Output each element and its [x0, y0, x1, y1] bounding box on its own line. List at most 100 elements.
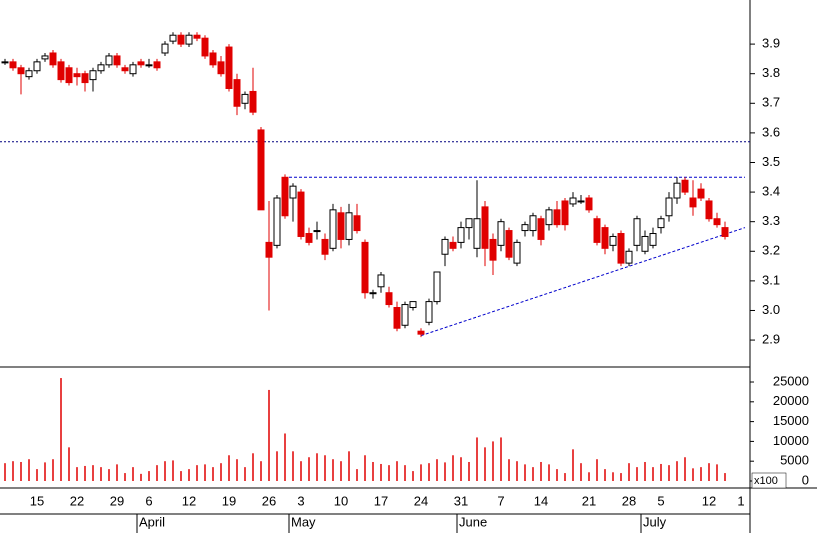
volume-bar [388, 465, 390, 481]
volume-bar [644, 461, 646, 481]
candle-body [441, 238, 449, 255]
candle-body [393, 307, 401, 329]
volume-bar [332, 459, 334, 481]
candle-body [609, 235, 617, 246]
volume-bar [20, 461, 22, 481]
volume-bar [12, 461, 14, 481]
x-tick-label: 29 [110, 493, 124, 508]
candle-body [145, 64, 153, 67]
candle-body [665, 197, 673, 217]
candle-body [49, 52, 57, 66]
volume-bar [52, 459, 54, 481]
unit-label: x100 [754, 475, 778, 487]
y-tick-label: 15000 [773, 413, 809, 428]
volume-bar [284, 433, 286, 481]
volume-bar [204, 464, 206, 481]
candle-body [25, 70, 33, 78]
volume-bar [716, 464, 718, 481]
volume-bar [268, 389, 270, 481]
candle-body [697, 188, 705, 199]
volume-bar [4, 463, 6, 481]
x-tick-label: 19 [222, 493, 236, 508]
volume-bar [620, 473, 622, 481]
candle-body [721, 227, 729, 237]
volume-bar [700, 467, 702, 481]
candle-body [81, 73, 89, 84]
volume-bar [476, 437, 478, 481]
volume-bar [348, 451, 350, 481]
y-tick-label: 3.5 [762, 154, 780, 169]
month-label: April [139, 514, 165, 529]
x-tick-label: 28 [622, 493, 636, 508]
candle-body [553, 209, 561, 226]
x-tick-label: 21 [582, 493, 596, 508]
volume-bar [108, 469, 110, 481]
candle-body [673, 182, 681, 199]
volume-bar [596, 459, 598, 481]
candle-body [433, 271, 441, 303]
volume-bar [76, 467, 78, 481]
candle-body [161, 43, 169, 54]
candle-body [185, 34, 193, 45]
x-tick-label: 22 [70, 493, 84, 508]
candle-body [369, 292, 377, 295]
candle-body [489, 238, 497, 261]
candle-body [449, 241, 457, 249]
volume-bar [396, 461, 398, 481]
volume-bar [444, 462, 446, 481]
candle-body [617, 233, 625, 264]
candle-body [65, 67, 73, 84]
candle-body [273, 197, 281, 246]
y-tick-label: 3.0 [762, 302, 780, 317]
volume-bar [244, 467, 246, 481]
volume-bar [220, 463, 222, 481]
candle-body [41, 55, 49, 60]
candle-body [705, 200, 713, 220]
volume-bar [292, 451, 294, 481]
candle-body [193, 34, 201, 39]
y-tick-label: 5000 [780, 453, 809, 468]
volume-bar [660, 463, 662, 481]
y-tick-label: 3.9 [762, 36, 780, 51]
volume-bar [484, 447, 486, 481]
x-tick-label: 7 [497, 493, 504, 508]
volume-bar [36, 469, 38, 481]
volume-bar [156, 465, 158, 481]
candle-body [681, 179, 689, 193]
volume-bar [324, 455, 326, 481]
y-tick-label: 10000 [773, 433, 809, 448]
volume-bar [212, 467, 214, 481]
x-tick-label: 15 [30, 493, 44, 508]
x-tick-label: 1 [737, 493, 744, 508]
volume-bar [516, 461, 518, 481]
candle-body [657, 218, 665, 229]
volume-bar [28, 459, 30, 481]
candle-body [201, 37, 209, 57]
x-tick-label: 3 [297, 493, 304, 508]
volume-bar [44, 462, 46, 481]
volume-bar [604, 469, 606, 481]
candle-body [593, 218, 601, 243]
candle-body [345, 212, 353, 240]
volume-bar [84, 465, 86, 481]
candle-body [473, 218, 481, 249]
volume-bar [612, 472, 614, 481]
volume-bar [652, 467, 654, 481]
candle-body [465, 218, 473, 229]
volume-bar [524, 464, 526, 481]
candle-body [361, 241, 369, 294]
volume-bar [492, 441, 494, 481]
candle-body [585, 197, 593, 211]
candle-body [409, 301, 417, 309]
candle-body [137, 61, 145, 66]
candle-body [689, 197, 697, 208]
volume-bar [468, 461, 470, 481]
candle-body [481, 206, 489, 249]
y-tick-label: 3.7 [762, 95, 780, 110]
candle-body [225, 46, 233, 89]
volume-bar [572, 449, 574, 481]
volume-bar [500, 437, 502, 481]
candle-body [281, 176, 289, 217]
candle-body [497, 221, 505, 246]
